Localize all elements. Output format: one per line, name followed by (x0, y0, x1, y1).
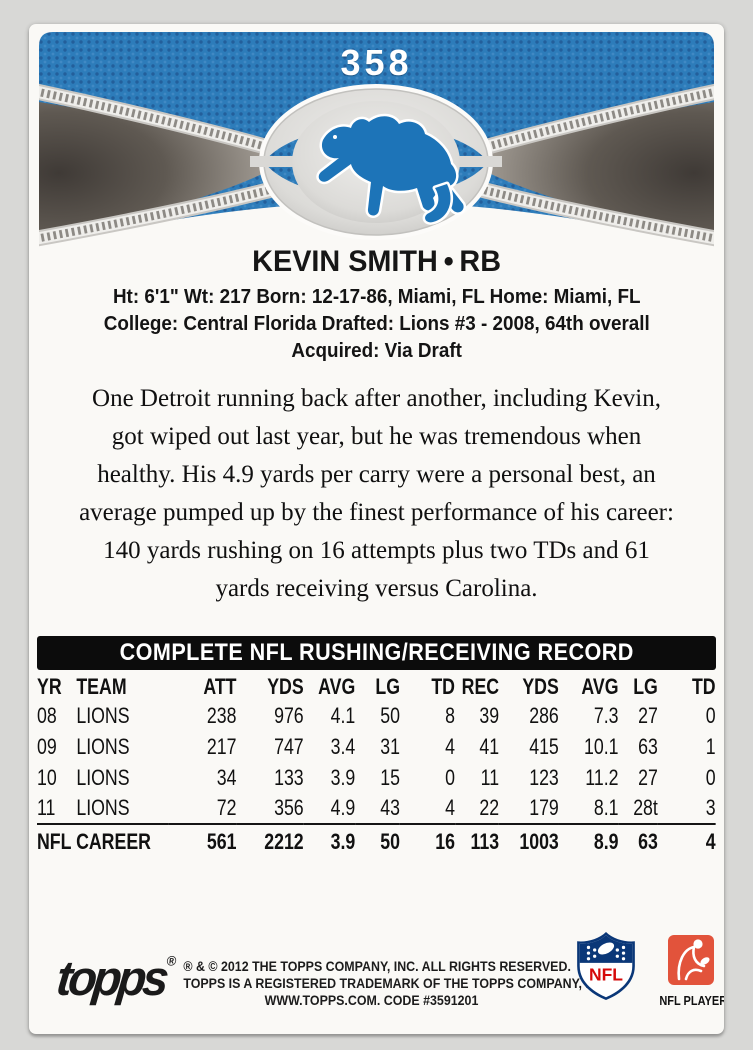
copyright-line: TOPPS IS A REGISTERED TRADEMARK OF THE T… (183, 976, 611, 991)
bio-block: Ht: 6'1" Wt: 217 Born: 12-17-86, Miami, … (29, 283, 724, 364)
team-oval (250, 84, 502, 240)
stats-header-row: YR TEAM ATT YDS AVG LG TD REC YDS AVG LG… (37, 674, 716, 699)
stats-section: COMPLETE NFL RUSHING/RECEIVING RECORD YR… (37, 636, 716, 859)
stats-table: YR TEAM ATT YDS AVG LG TD REC YDS AVG LG… (37, 672, 716, 859)
bio-line-acquired: Acquired: Via Draft (291, 339, 462, 362)
trading-card-back: 358 KEVIN SMITH • RB Ht: 6'1" Wt: 217 Born… (29, 24, 724, 1034)
card-number: 358 (340, 42, 413, 83)
topps-logo: topps® (54, 949, 178, 1006)
nfl-shield-icon: NFL (577, 932, 635, 1000)
right-wing (464, 102, 714, 244)
stats-title-bar: COMPLETE NFL RUSHING/RECEIVING RECORD (37, 636, 716, 670)
stats-row-2009: 09 LIONS 217 747 3.4 31 4 41 415 10.1 63 1 (37, 733, 716, 759)
player-blurb: One Detroit running back after another, … (79, 385, 674, 602)
player-position: RB (459, 245, 501, 278)
player-name-line: KEVIN SMITH • RB (29, 245, 724, 279)
lion-eye (333, 135, 337, 139)
bio-line-college-draft: College: Central Florida Drafted: Lions … (103, 312, 650, 335)
nfl-players-logo: NFL PLAYERS (655, 934, 724, 1008)
left-wing (39, 102, 289, 244)
nfl-players-icon (668, 935, 714, 985)
nfl-shield-text: NFL (589, 964, 623, 984)
copyright-line: WWW.TOPPS.COM. CODE #3591201 (264, 993, 479, 1008)
nfl-players-label: NFL PLAYERS (659, 994, 724, 1008)
registered-mark: ® (165, 952, 178, 969)
stats-career-row: NFL CAREER 561 2212 3.9 50 16 113 1003 8… (37, 823, 716, 859)
name-bullet-separator: • (443, 245, 454, 278)
stats-title: COMPLETE NFL RUSHING/RECEIVING RECORD (119, 639, 634, 666)
copyright-block: ® & © 2012 THE TOPPS COMPANY, INC. ALL R… (183, 958, 611, 1009)
team-header-graphic (39, 32, 714, 264)
card-footer: topps® ® & © 2012 THE TOPPS COMPANY, INC… (29, 924, 724, 1034)
stats-row-2010: 10 LIONS 34 133 3.9 15 0 11 123 11.2 27 0 (37, 764, 716, 790)
lions-logo (316, 113, 467, 225)
stats-row-2011: 11 LIONS 72 356 4.9 43 4 22 179 8.1 28t 3 (37, 795, 716, 820)
player-name: KEVIN SMITH (252, 245, 438, 278)
stats-row-2008: 08 LIONS 238 976 4.1 50 8 39 286 7.3 27 0 (37, 702, 716, 728)
copyright-line: ® & © 2012 THE TOPPS COMPANY, INC. ALL R… (183, 959, 571, 974)
bio-line-physical: Ht: 6'1" Wt: 217 Born: 12-17-86, Miami, … (112, 285, 641, 308)
